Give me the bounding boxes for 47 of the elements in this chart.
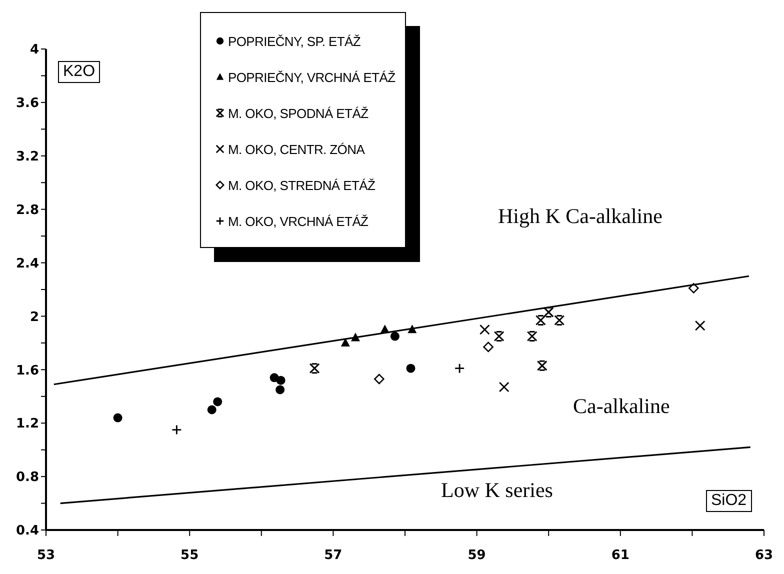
point (340, 338, 350, 347)
point (536, 360, 548, 371)
point (406, 364, 416, 373)
x-axis-title: SiO2 (706, 490, 752, 512)
point (480, 324, 490, 335)
legend-label: M. OKO, VRCHNÁ ETÁŽ (228, 214, 368, 228)
x-tick-label: 61 (611, 548, 630, 564)
legend-label: M. OKO, CENTR. ZÓNA (228, 142, 365, 156)
point (498, 382, 510, 392)
y-tick-label: 0.8 (16, 470, 39, 486)
y-tick-label: 2.4 (16, 256, 39, 272)
y-tick-label: 3.6 (16, 96, 39, 112)
legend-label: M. OKO, SPODNÁ ETÁŽ (228, 106, 368, 120)
point (554, 314, 565, 326)
y-tick-label: 2 (30, 310, 39, 325)
annotation: High K Ca-alkaline (498, 204, 662, 229)
x-tick-label: 55 (180, 548, 199, 564)
annotation: Ca-alkaline (573, 394, 670, 419)
point (526, 331, 538, 342)
point (276, 376, 286, 385)
y-tick-label: 0.4 (16, 524, 39, 539)
x-tick-label: 63 (754, 548, 774, 564)
x-tick-label: 59 (468, 548, 486, 564)
x-tick-label: 57 (324, 548, 342, 564)
point (113, 413, 122, 422)
y-tick-label: 1.6 (16, 363, 39, 378)
legend-label: POPRIEČNY, SP. ETÁŽ (228, 34, 361, 48)
point (390, 332, 400, 341)
point (694, 320, 706, 331)
y-tick-label: 3.2 (16, 150, 39, 165)
y-tick-label: 2.8 (16, 202, 39, 218)
annotation: Low K series (441, 478, 553, 503)
legend-label: POPRIEČNY, VRCHNÁ ETÁŽ (228, 70, 396, 84)
y-axis-title: K2O (58, 61, 100, 83)
point (213, 397, 222, 406)
point (207, 405, 216, 414)
legend-label: M. OKO, STREDNÁ ETÁŽ (228, 178, 376, 192)
point (535, 314, 546, 326)
point (276, 385, 285, 394)
point (309, 363, 320, 374)
x-tick-label: 53 (36, 548, 56, 564)
point (494, 331, 504, 342)
y-tick-label: 4 (30, 42, 39, 58)
point (543, 306, 554, 318)
point (374, 374, 384, 384)
y-tick-label: 1.2 (16, 416, 39, 432)
point (483, 342, 494, 352)
